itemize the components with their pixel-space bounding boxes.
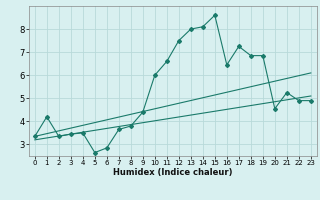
X-axis label: Humidex (Indice chaleur): Humidex (Indice chaleur) xyxy=(113,168,233,177)
